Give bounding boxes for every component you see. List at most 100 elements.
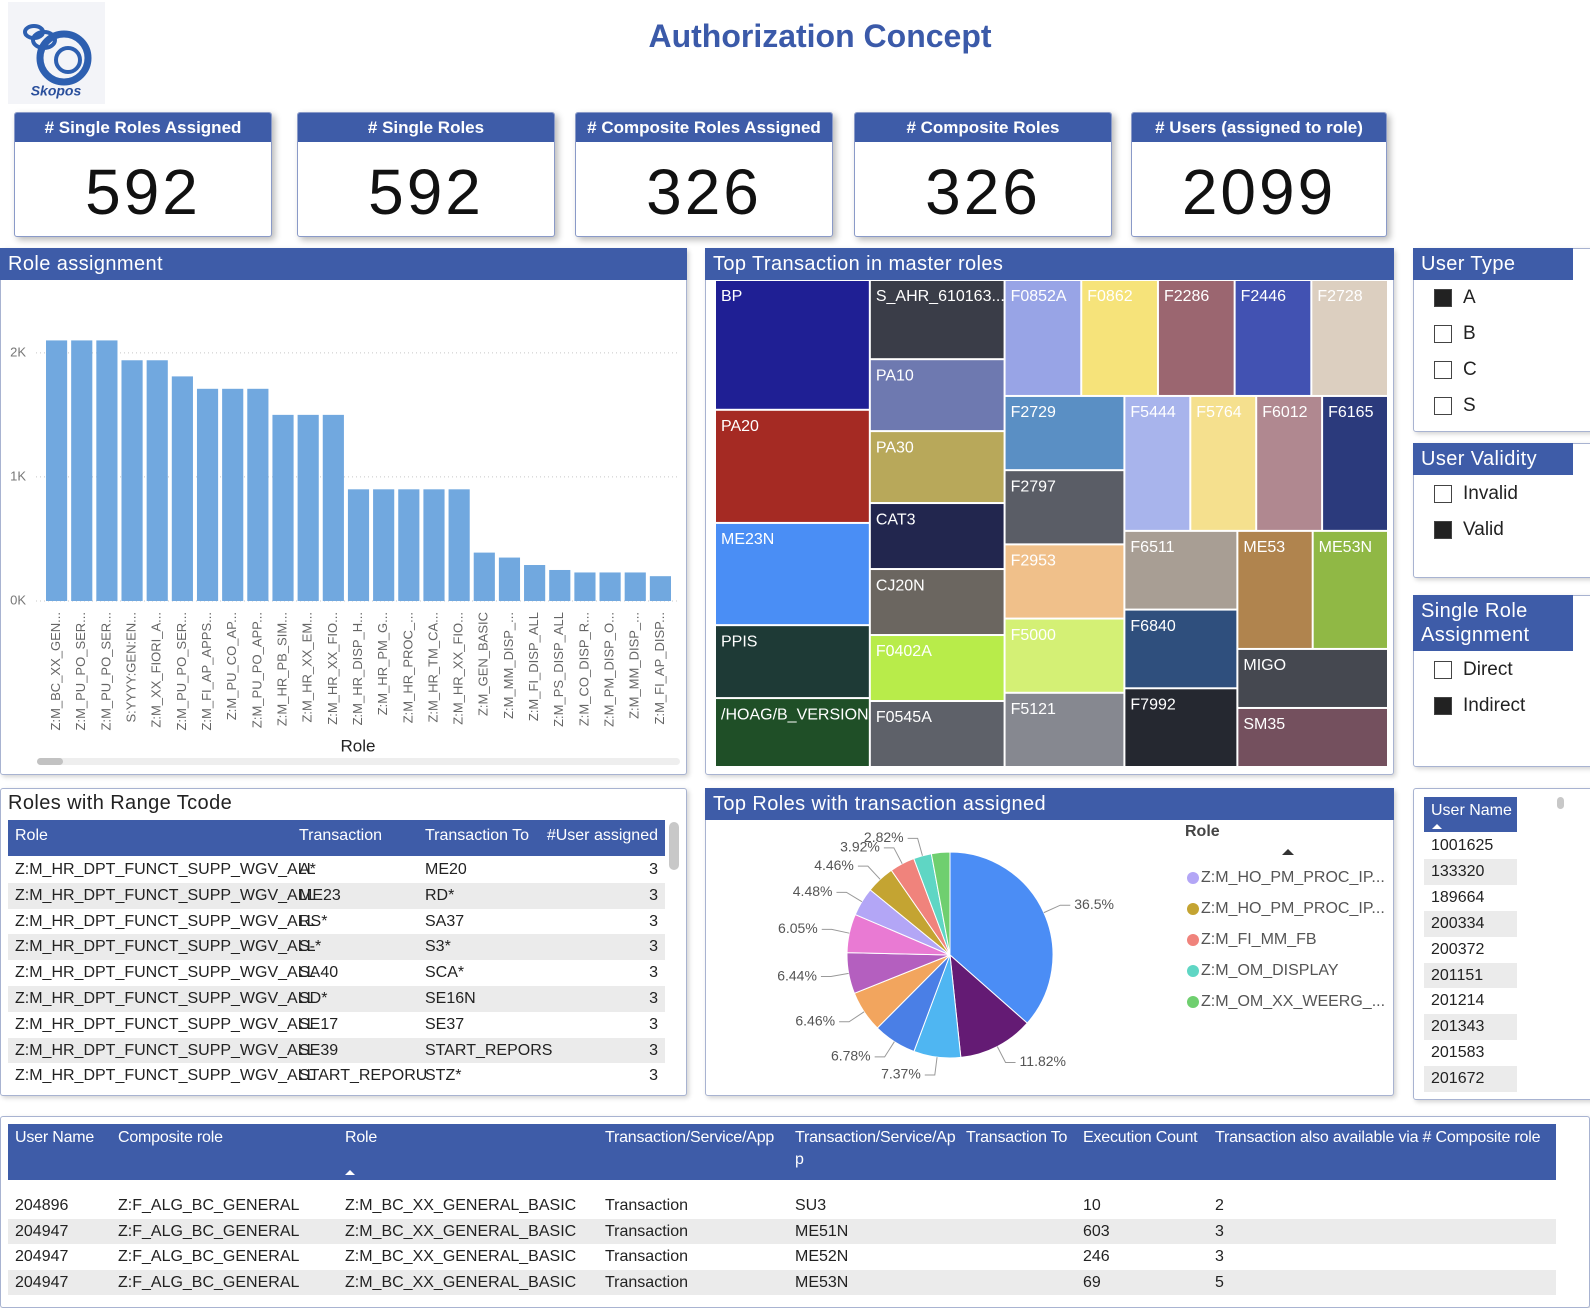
slicer-option[interactable]: Valid	[1463, 519, 1504, 540]
table-cell: 3	[649, 861, 658, 878]
table-cell: Transaction	[605, 1273, 688, 1291]
table-cell: 3	[1215, 1248, 1224, 1265]
logo-ring	[36, 30, 92, 86]
logo-text: Skopos	[31, 83, 82, 99]
table-cell: A*	[299, 861, 316, 878]
table-cell: 5	[1215, 1273, 1224, 1291]
column-header[interactable]: Role	[15, 827, 48, 844]
checkbox[interactable]	[1434, 521, 1452, 539]
slicer-option[interactable]: B	[1463, 323, 1476, 344]
list-header-text[interactable]: User Name	[1431, 802, 1512, 819]
table-cell: SU3	[795, 1197, 827, 1214]
checkbox[interactable]	[1434, 485, 1452, 503]
kpi-title: # Single Roles	[298, 113, 554, 142]
table-cell: Z:M_BC_XX_GENERAL_BASIC	[345, 1197, 577, 1214]
table-cell: SE37	[425, 1015, 465, 1033]
column-header[interactable]: Transaction	[299, 827, 382, 844]
checkbox[interactable]	[1434, 325, 1452, 343]
list-item[interactable]: 201583	[1431, 1044, 1485, 1062]
checkbox[interactable]	[1434, 361, 1452, 379]
column-header[interactable]: User Name	[15, 1129, 95, 1146]
column-header[interactable]: Transaction/Service/App	[605, 1129, 775, 1146]
table-cell: Transaction	[605, 1248, 688, 1265]
checkbox[interactable]	[1434, 289, 1452, 307]
kpi-value: 2099	[1181, 156, 1337, 228]
kpi-card: # Users (assigned to role) 2099	[1131, 112, 1387, 237]
row-stripe	[8, 1269, 1556, 1295]
list-item[interactable]: 201672	[1431, 1070, 1485, 1088]
kpi-value: 592	[85, 156, 201, 228]
user-list-panel	[1413, 788, 1590, 1100]
treemap-panel	[705, 248, 1394, 775]
slicer-option[interactable]: Invalid	[1463, 483, 1518, 504]
checkbox[interactable]	[1434, 697, 1452, 715]
table-cell: 3	[1215, 1222, 1224, 1240]
list-item[interactable]: 201343	[1431, 1018, 1485, 1036]
kpi-card: # Single Roles Assigned 592	[14, 112, 272, 237]
column-header[interactable]: Composite role	[118, 1129, 223, 1146]
table-cell: SE17	[299, 1015, 339, 1033]
table-cell: Z:M_HR_DPT_FUNCT_SUPP_WGV_ALL	[15, 861, 316, 878]
table-header	[8, 1124, 1556, 1180]
slicer-option[interactable]: C	[1463, 359, 1477, 380]
list-item[interactable]: 200372	[1431, 940, 1485, 958]
kpi-card: # Single Roles 592	[297, 112, 555, 237]
table-cell: STZ*	[425, 1067, 462, 1085]
kpi-value: 326	[925, 156, 1041, 228]
table-cell: 204896	[15, 1197, 69, 1214]
column-header[interactable]: Transaction also available via # Composi…	[1215, 1129, 1541, 1146]
panel-title: Top Transaction in master roles	[705, 248, 1394, 280]
column-header[interactable]: Transaction To	[966, 1129, 1068, 1146]
column-header[interactable]: #User assigned	[546, 827, 658, 844]
list-item[interactable]: 189664	[1431, 888, 1485, 906]
table-cell: START_REPORS	[425, 1041, 553, 1059]
checkbox[interactable]	[1434, 397, 1452, 415]
column-header[interactable]: Transaction To	[425, 827, 530, 844]
slicer-option[interactable]: Indirect	[1463, 695, 1526, 716]
table-cell: Z:M_HR_DPT_FUNCT_SUPP_WGV_ALL	[15, 886, 316, 904]
kpi-title: # Users (assigned to role)	[1132, 113, 1386, 142]
row-stripe	[1424, 1014, 1517, 1041]
table-cell: ME53N	[795, 1273, 849, 1291]
table-cell: 3	[649, 1015, 658, 1033]
table-cell: Z:M_BC_XX_GENERAL_BASIC	[345, 1248, 577, 1265]
table-cell: 10	[1083, 1197, 1101, 1214]
list-item[interactable]: 133320	[1431, 862, 1485, 880]
slicer-option[interactable]: A	[1463, 287, 1476, 308]
kpi-card: # Composite Roles Assigned 326	[575, 112, 833, 237]
row-stripe	[8, 986, 665, 1012]
slicer-option[interactable]: S	[1463, 395, 1476, 416]
column-header[interactable]: Transaction/Service/App	[795, 1129, 956, 1168]
row-stripe	[1424, 910, 1517, 937]
row-stripe	[8, 934, 665, 961]
table-cell: Z:F_ALG_BC_GENERAL	[118, 1222, 300, 1240]
table-cell: 3	[649, 912, 658, 930]
table-cell: Z:F_ALG_BC_GENERAL	[118, 1273, 300, 1291]
table-cell: RS*	[299, 912, 328, 930]
table-cell: Z:M_HR_DPT_FUNCT_SUPP_WGV_ALL	[15, 1067, 316, 1085]
table-cell: 3	[649, 1067, 658, 1085]
column-header[interactable]: Execution Count	[1083, 1129, 1198, 1146]
table-cell: ME20	[425, 861, 467, 878]
table-cell: Z:M_HR_DPT_FUNCT_SUPP_WGV_ALL	[15, 912, 316, 930]
checkbox[interactable]	[1434, 661, 1452, 679]
list-item[interactable]: 201214	[1431, 992, 1485, 1010]
slicer-option[interactable]: Direct	[1463, 659, 1513, 680]
row-stripe	[8, 1037, 665, 1064]
kpi-title: # Composite Roles Assigned	[576, 113, 832, 142]
logo: Skopos	[8, 2, 105, 104]
table-cell: 603	[1083, 1222, 1110, 1240]
kpi-title: # Single Roles Assigned	[15, 113, 271, 142]
table-cell: SA40	[299, 964, 339, 982]
table-cell: Z:F_ALG_BC_GENERAL	[118, 1197, 300, 1214]
column-header[interactable]: Role	[345, 1129, 378, 1146]
list-item[interactable]: 201151	[1431, 966, 1484, 984]
slicer-title: User Validity	[1413, 443, 1573, 475]
table-cell: 204947	[15, 1222, 69, 1240]
table-cell: Z:M_HR_DPT_FUNCT_SUPP_WGV_ALL	[15, 1041, 316, 1059]
list-item[interactable]: 1001625	[1431, 837, 1494, 854]
slicer-title: User Type	[1413, 248, 1573, 280]
list-item[interactable]: 200334	[1431, 914, 1485, 932]
table-cell: 2	[1215, 1197, 1224, 1214]
